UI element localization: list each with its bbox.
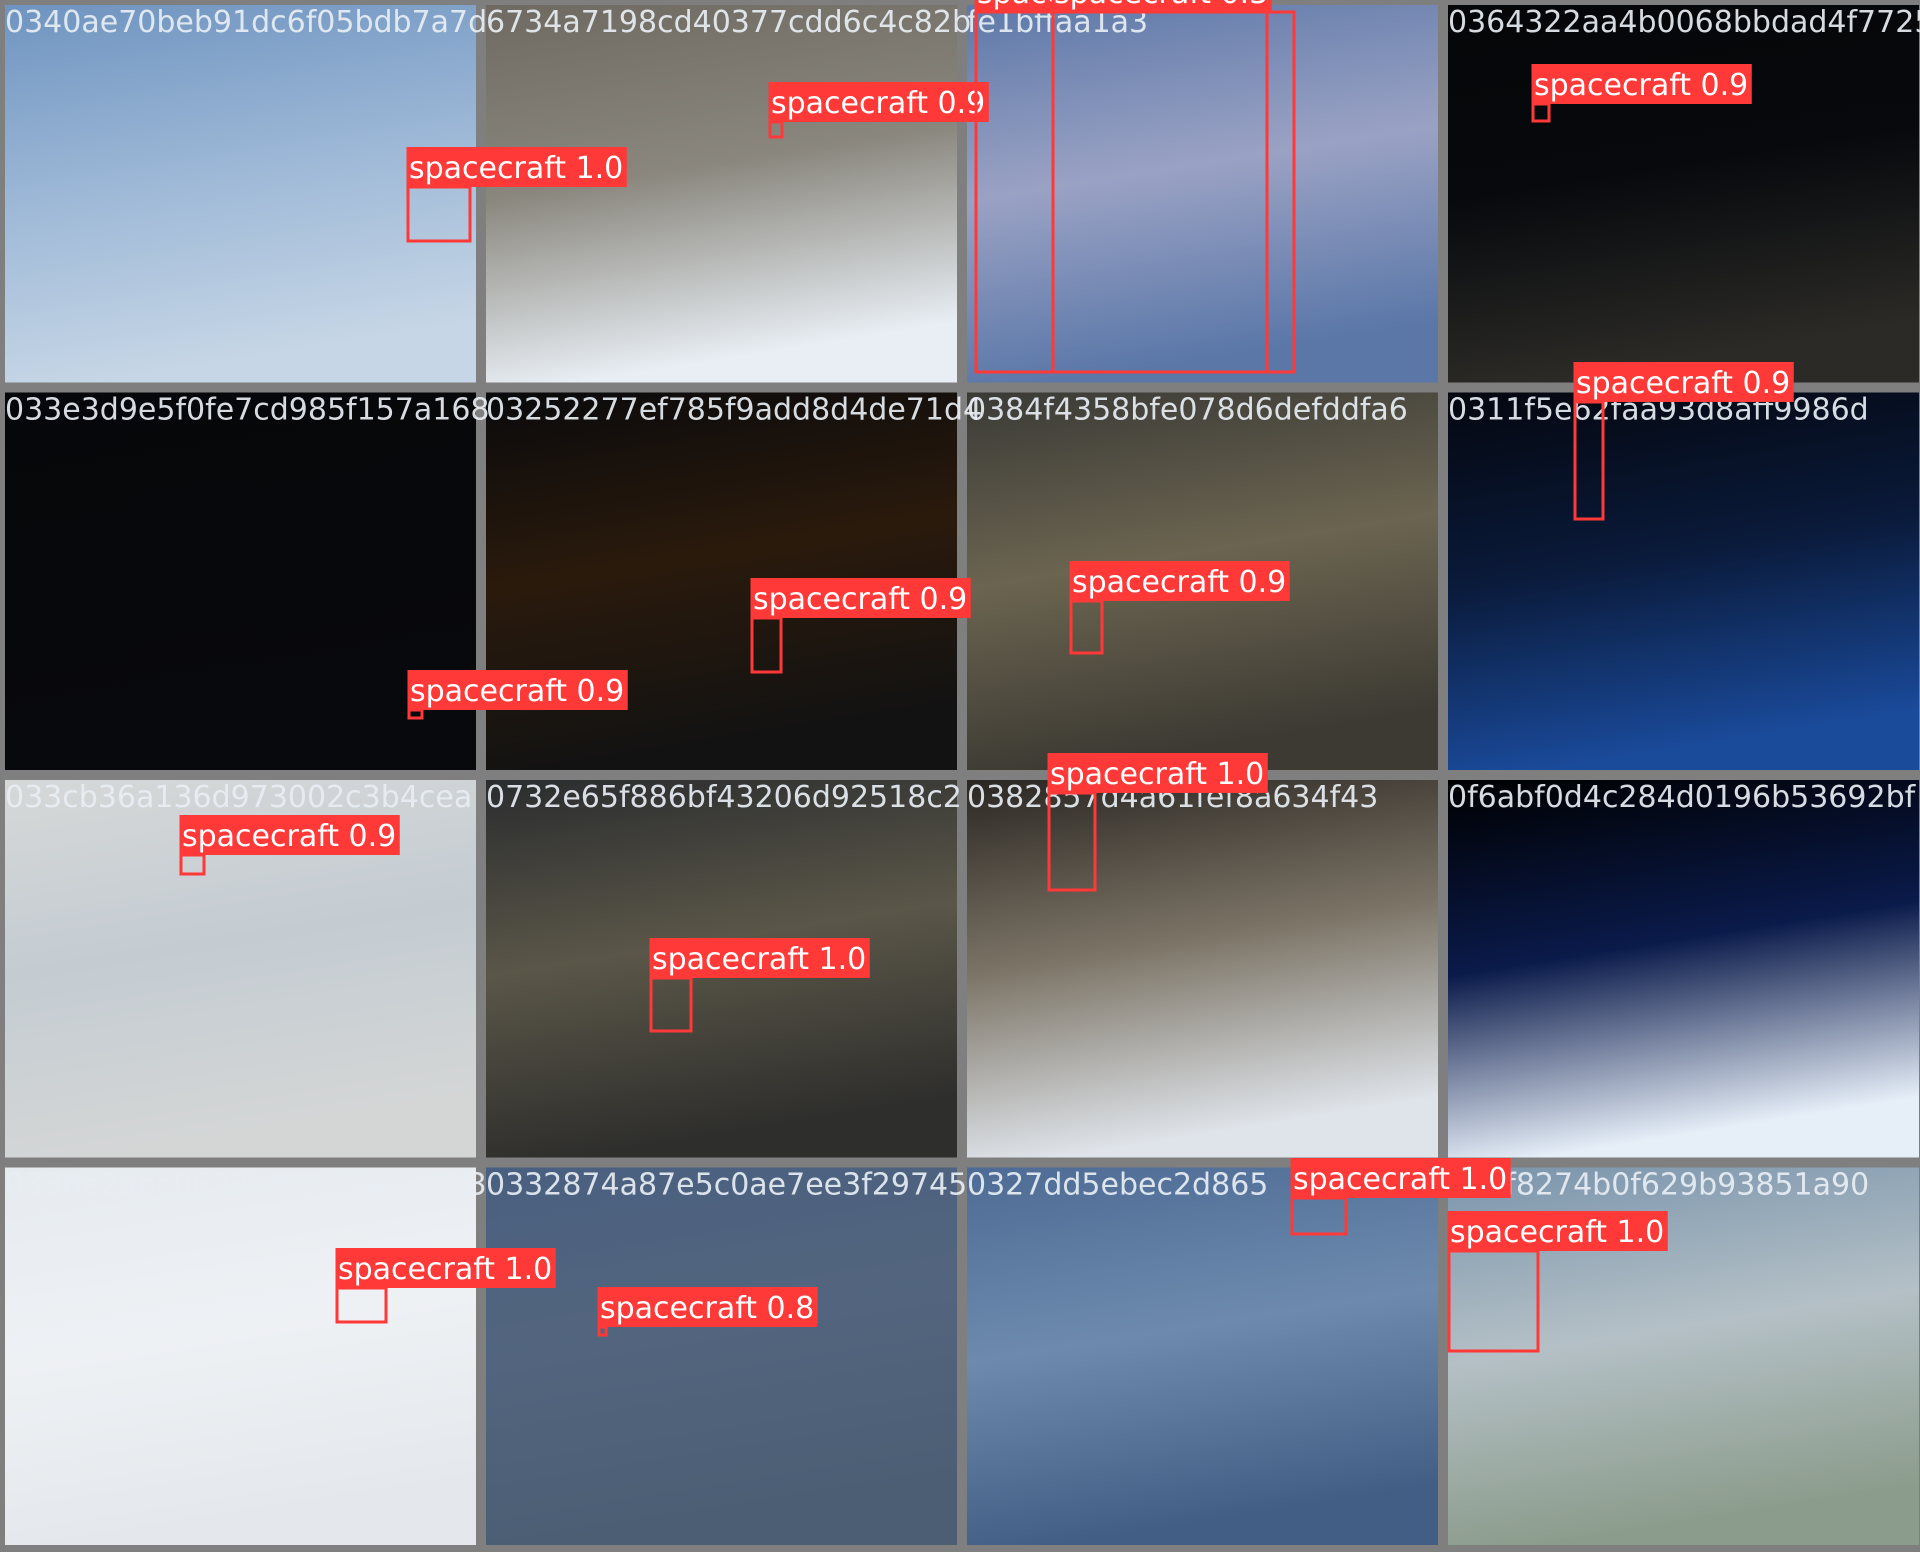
label-background (649, 938, 870, 978)
label-background (597, 1287, 818, 1327)
label-background (1047, 753, 1268, 793)
label-background (1531, 64, 1752, 104)
label-background (335, 1248, 556, 1288)
detection-label: spacecraft 1.0 (1050, 757, 1264, 792)
tile-image (1448, 392, 1919, 770)
tile-image (967, 1167, 1438, 1545)
tile-image (5, 5, 476, 383)
tile-filename: 0364322aa4b0068bbdad4f7725 (1448, 5, 1920, 40)
label-background (1573, 362, 1794, 402)
tile-image (486, 5, 957, 383)
label-background (1069, 561, 1290, 601)
detection-label: spacecraft 0.9 (1576, 366, 1790, 401)
tile-filename: 033e3d9e5f0fe7cd985f157a168 (5, 393, 490, 428)
tile-image (967, 5, 1438, 383)
tile-filename: 03252277ef785f9add8d4de71d4 (486, 393, 982, 428)
detection-label: spacecraft 1.0 (409, 151, 623, 186)
tile-image (5, 392, 476, 770)
tile-image (486, 1167, 957, 1545)
detection-label: spacecraft 0.9 (182, 819, 396, 854)
detection-label: spacecraft 0.3 (1054, 0, 1268, 11)
detection-label: spacecraft 0.9 (1534, 68, 1748, 103)
label-background (407, 670, 628, 710)
detection-label: spacecraft 1.0 (652, 942, 866, 977)
tile-image (967, 780, 1438, 1158)
label-background (1447, 1211, 1668, 1251)
detection-label: spacecraft 0.9 (1072, 565, 1286, 600)
label-background (768, 82, 989, 122)
tile-filename: 0340ae70beb91dc6f05bdb7a7d (5, 5, 487, 40)
detection-label: spacecraft 0.9 (753, 582, 967, 617)
detection-label: spacecraft 1.0 (338, 1252, 552, 1287)
tile-filename: 6734a7198cd40377cdd6c4c82b (486, 5, 971, 40)
detection-label: spacecraft 0.9 (410, 674, 624, 709)
label-background (750, 578, 971, 618)
tile-filename: 0f6abf0d4c284d0196b53692bf (1448, 780, 1917, 815)
tile-image (5, 1167, 476, 1545)
label-background (406, 147, 627, 187)
tile-filename: 0732e65f886bf43206d92518c2 (486, 780, 962, 815)
tile-filename: 0336e2abc0623bf5be96e3a5d3 (5, 1168, 487, 1203)
tile-image (1448, 780, 1919, 1158)
detection-label: spacecraft 0.8 (600, 1291, 814, 1326)
label-background (1290, 1158, 1511, 1198)
label-background (1051, 0, 1272, 12)
tile-filename: 033cb36a136d973002c3b4cea (5, 780, 472, 815)
tile-filename: 0327dd5ebec2d865 (967, 1168, 1268, 1203)
detection-label: spacecraft 1.0 (1293, 1162, 1507, 1197)
label-background (179, 815, 400, 855)
detection-label: spacecraft 1.0 (1450, 1215, 1664, 1250)
tile-filename: 036f8274b0f629b93851a90 (1448, 1168, 1869, 1203)
tile-filename: 0384f4358bfe078d6defddfa6 (967, 393, 1408, 428)
tile-image (1448, 5, 1919, 383)
tile-filename: 0332874a87e5c0ae7ee3f29745 (486, 1168, 967, 1203)
detection-label: spacecraft 0.9 (771, 86, 985, 121)
